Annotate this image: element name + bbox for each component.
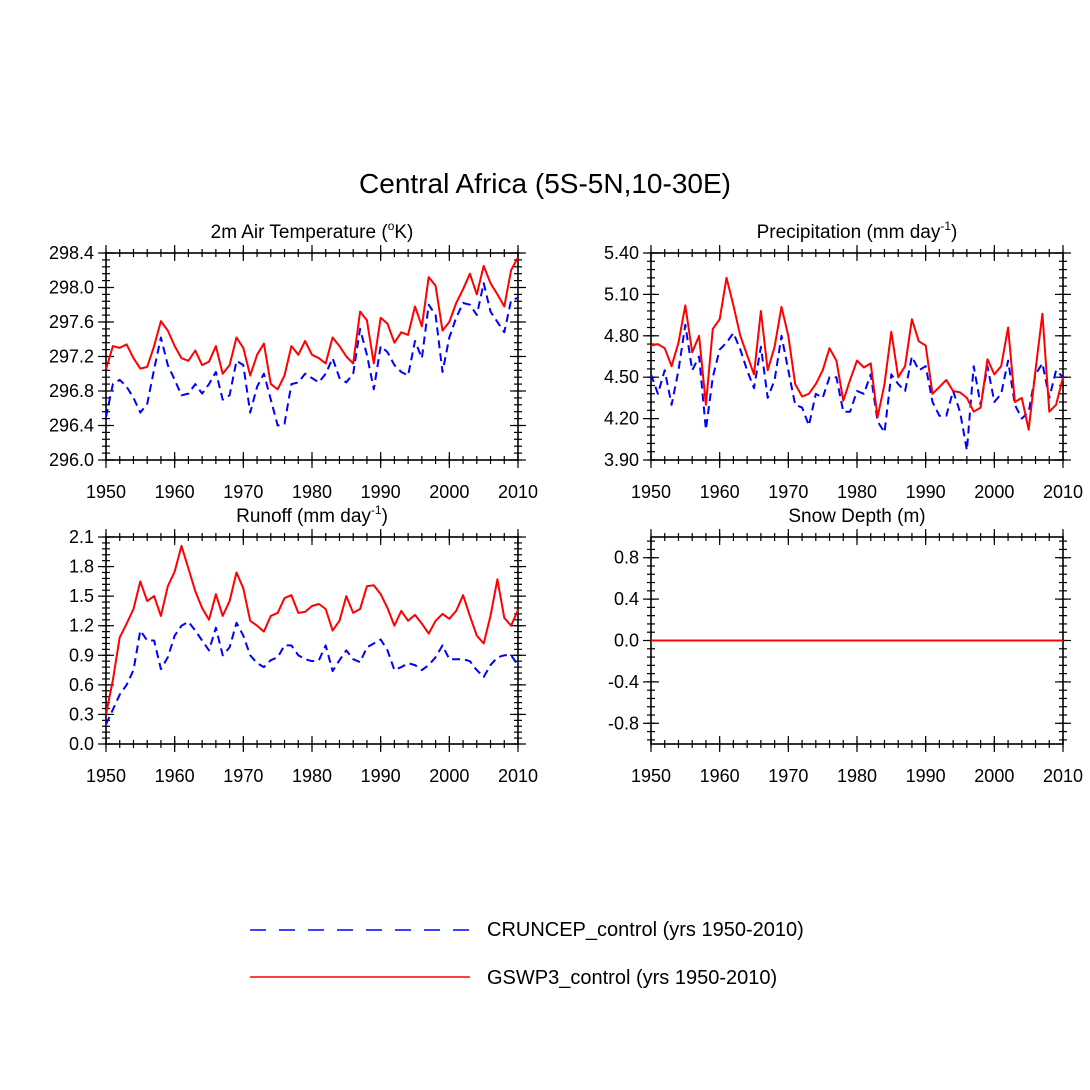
y-tick-label-precipitation: 4.20 <box>604 409 639 429</box>
x-tick-label-runoff: 1950 <box>86 766 126 786</box>
x-tick-label-snow-depth: 1990 <box>906 766 946 786</box>
y-tick-label-snow-depth: -0.4 <box>608 672 639 692</box>
y-tick-label-temperature: 297.2 <box>49 347 94 367</box>
y-tick-label-temperature: 296.8 <box>49 381 94 401</box>
y-tick-label-temperature: 296.4 <box>49 416 94 436</box>
x-tick-label-runoff: 1970 <box>223 766 263 786</box>
x-tick-label-runoff: 2000 <box>429 766 469 786</box>
x-tick-label-precipitation: 1980 <box>837 482 877 502</box>
y-tick-label-precipitation: 3.90 <box>604 450 639 470</box>
figure-title: Central Africa (5S-5N,10-30E) <box>359 168 731 199</box>
x-tick-label-snow-depth: 2010 <box>1043 766 1083 786</box>
y-tick-label-temperature: 296.0 <box>49 450 94 470</box>
x-tick-label-temperature: 1970 <box>223 482 263 502</box>
y-tick-label-runoff: 0.0 <box>69 734 94 754</box>
panels: 2m Air Temperature (oK) 296.0 296.4 296.8 29… <box>49 219 1083 786</box>
y-tick-label-snow-depth: -0.8 <box>608 713 639 733</box>
x-tick-label-precipitation: 1950 <box>631 482 671 502</box>
x-tick-label-precipitation: 1990 <box>906 482 946 502</box>
y-tick-label-runoff: 1.2 <box>69 616 94 636</box>
y-tick-label-temperature: 298.4 <box>49 243 94 263</box>
legend-label-cruncep: CRUNCEP_control (yrs 1950-2010) <box>487 919 804 941</box>
x-tick-label-snow-depth: 1980 <box>837 766 877 786</box>
panel-title-precipitation: Precipitation (mm day-1) <box>757 219 958 243</box>
x-tick-label-temperature: 2000 <box>429 482 469 502</box>
y-tick-label-temperature: 298.0 <box>49 278 94 298</box>
x-tick-label-snow-depth: 1950 <box>631 766 671 786</box>
series-line-gswp3-control-precipitation <box>651 278 1063 430</box>
panel-snow-depth: Snow Depth (m) -0.8 -0.4 0.0 0.4 0.8 1950 1960 1… <box>608 506 1083 786</box>
y-tick-label-temperature: 297.6 <box>49 312 94 332</box>
x-tick-label-runoff: 1980 <box>292 766 332 786</box>
y-tick-label-runoff: 1.8 <box>69 557 94 577</box>
x-tick-label-precipitation: 1960 <box>700 482 740 502</box>
x-tick-label-precipitation: 2010 <box>1043 482 1083 502</box>
legend-label-gswp3: GSWP3_control (yrs 1950-2010) <box>487 967 777 989</box>
plot-frame-temperature <box>106 253 518 460</box>
legend: CRUNCEP_control (yrs 1950-2010) GSWP3_co… <box>250 919 804 989</box>
x-tick-label-runoff: 1960 <box>155 766 195 786</box>
y-tick-label-precipitation: 4.50 <box>604 367 639 387</box>
x-tick-label-runoff: 1990 <box>361 766 401 786</box>
figure-canvas: Central Africa (5S-5N,10-30E) 2m Air Tem… <box>0 0 1090 1090</box>
x-tick-label-precipitation: 2000 <box>974 482 1014 502</box>
y-tick-label-precipitation: 5.10 <box>604 284 639 304</box>
panel-title-snow-depth: Snow Depth (m) <box>788 506 925 527</box>
x-tick-label-temperature: 2010 <box>498 482 538 502</box>
x-tick-label-snow-depth: 1970 <box>768 766 808 786</box>
x-tick-label-snow-depth: 1960 <box>700 766 740 786</box>
x-tick-label-temperature: 1960 <box>155 482 195 502</box>
y-tick-label-snow-depth: 0.8 <box>614 548 639 568</box>
plot-frame-precipitation <box>651 253 1063 460</box>
y-tick-label-runoff: 0.9 <box>69 645 94 665</box>
x-tick-label-precipitation: 1970 <box>768 482 808 502</box>
y-tick-label-snow-depth: 0.4 <box>614 589 639 609</box>
x-tick-label-runoff: 2010 <box>498 766 538 786</box>
y-tick-label-runoff: 0.6 <box>69 675 94 695</box>
series-line-gswp3-control-temperature <box>106 257 518 389</box>
y-tick-label-precipitation: 4.80 <box>604 326 639 346</box>
x-tick-label-temperature: 1980 <box>292 482 332 502</box>
y-tick-label-snow-depth: 0.0 <box>614 631 639 651</box>
x-tick-label-temperature: 1950 <box>86 482 126 502</box>
series-line-gswp3-control-runoff <box>106 546 518 715</box>
panel-runoff: Runoff (mm day-1) 0.0 0.3 0.6 0.9 1.2 1.5 1.8 2.… <box>69 503 538 786</box>
series-line-cruncep-control-precipitation <box>651 325 1063 451</box>
y-tick-label-runoff: 1.5 <box>69 586 94 606</box>
y-tick-label-runoff: 0.3 <box>69 704 94 724</box>
panel-precipitation: Precipitation (mm day-1) 3.90 4.20 4.50 4.80… <box>604 219 1083 502</box>
x-tick-label-snow-depth: 2000 <box>974 766 1014 786</box>
y-tick-label-precipitation: 5.40 <box>604 243 639 263</box>
panel-temperature: 2m Air Temperature (oK) 296.0 296.4 296.8 29… <box>49 219 538 502</box>
series-line-cruncep-control-runoff <box>106 622 518 725</box>
x-tick-label-temperature: 1990 <box>361 482 401 502</box>
panel-title-runoff: Runoff (mm day-1) <box>236 503 388 527</box>
panel-title-temperature: 2m Air Temperature (oK) <box>211 219 414 243</box>
plot-frame-runoff <box>106 537 518 744</box>
y-tick-label-runoff: 2.1 <box>69 527 94 547</box>
